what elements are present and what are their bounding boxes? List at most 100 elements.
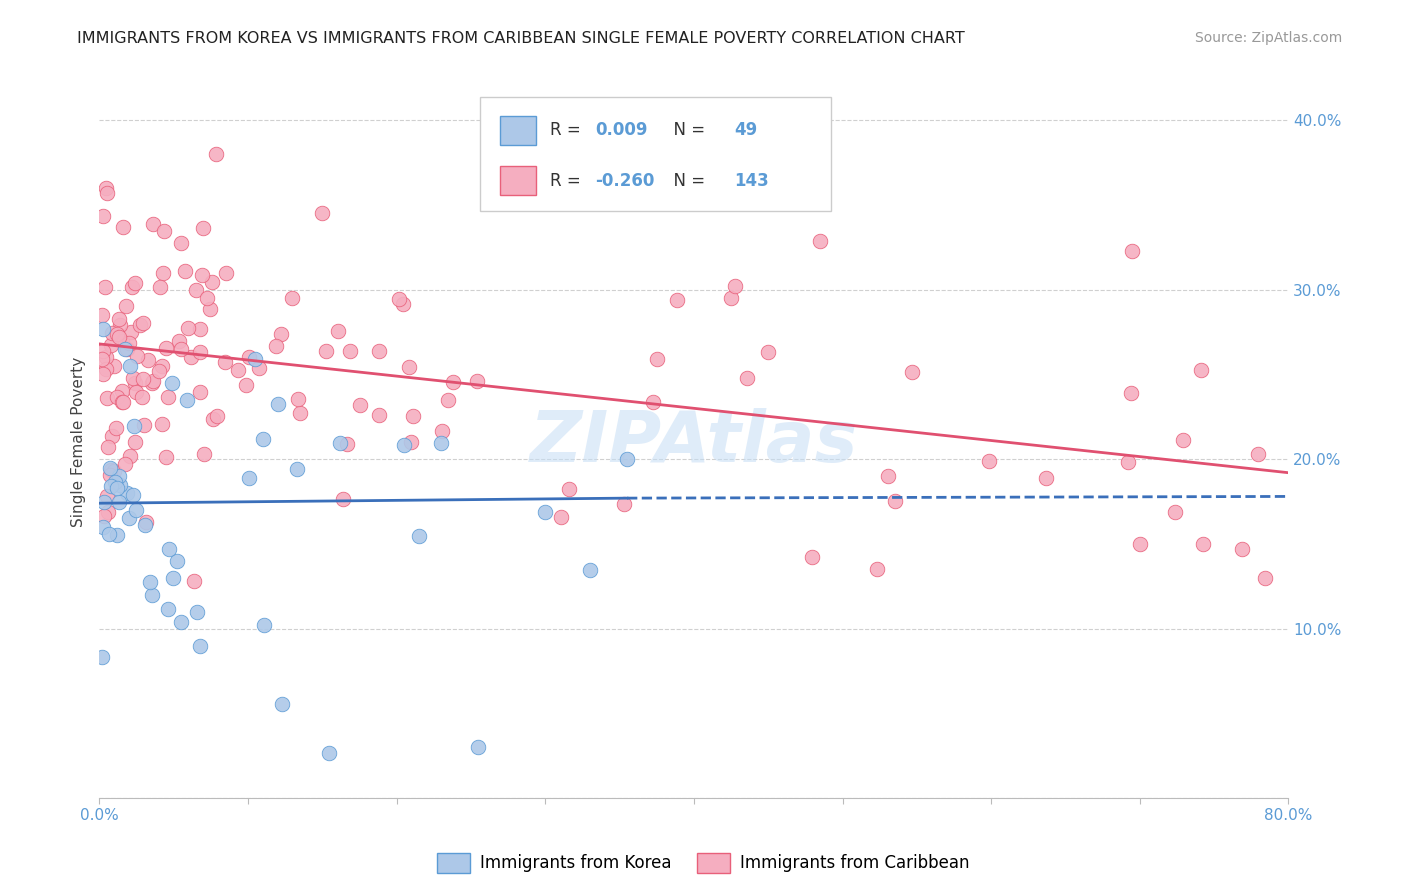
Point <box>111 334 134 348</box>
Point <box>97 526 120 541</box>
Point <box>558 483 581 497</box>
Point <box>148 364 170 378</box>
Point <box>152 224 174 238</box>
Point <box>108 318 131 332</box>
Point <box>193 220 215 235</box>
Point <box>339 343 361 358</box>
Point <box>91 343 114 358</box>
Point <box>129 318 152 333</box>
Point <box>118 359 141 373</box>
Point <box>103 475 125 489</box>
Text: 49: 49 <box>734 121 758 139</box>
Point <box>124 385 146 400</box>
Point <box>332 492 354 507</box>
Point <box>183 574 205 589</box>
Point <box>368 344 391 359</box>
Point <box>121 280 143 294</box>
Point <box>170 342 193 356</box>
Point <box>142 218 165 232</box>
Point <box>901 365 924 379</box>
Point <box>111 220 134 235</box>
Point <box>93 520 115 534</box>
Point <box>724 278 747 293</box>
Point <box>641 395 664 409</box>
Point <box>115 486 138 500</box>
Point <box>877 469 900 483</box>
Point <box>1129 537 1152 551</box>
Point <box>120 325 142 339</box>
Point <box>162 571 184 585</box>
Point <box>290 406 312 420</box>
Point <box>398 360 420 375</box>
Point <box>287 392 309 407</box>
Point <box>266 397 288 411</box>
Point <box>176 392 198 407</box>
Point <box>1116 455 1139 469</box>
Point <box>97 441 120 455</box>
Point <box>96 489 118 503</box>
Point <box>96 181 118 195</box>
Text: IMMIGRANTS FROM KOREA VS IMMIGRANTS FROM CARIBBEAN SINGLE FEMALE POVERTY CORRELA: IMMIGRANTS FROM KOREA VS IMMIGRANTS FROM… <box>77 31 965 46</box>
Point <box>252 432 274 446</box>
Point <box>152 266 174 280</box>
Point <box>247 361 270 376</box>
Point <box>1173 433 1195 447</box>
Point <box>108 477 131 491</box>
Point <box>1163 505 1185 519</box>
Point <box>105 421 128 435</box>
Point <box>467 740 489 755</box>
Point <box>94 280 117 294</box>
Point <box>96 391 118 405</box>
Point <box>195 291 218 305</box>
Point <box>176 321 198 335</box>
Point <box>214 355 236 369</box>
Bar <box>501 167 536 194</box>
Point <box>1254 571 1277 585</box>
Point <box>97 505 120 519</box>
Point <box>155 342 177 356</box>
Point <box>105 528 128 542</box>
Point <box>111 384 134 399</box>
Point <box>91 352 114 367</box>
Point <box>188 639 211 653</box>
Bar <box>501 116 536 145</box>
Text: 143: 143 <box>734 171 769 190</box>
Point <box>166 554 188 568</box>
Point <box>193 447 215 461</box>
Point <box>202 411 225 425</box>
Point <box>135 516 157 530</box>
Legend: Immigrants from Korea, Immigrants from Caribbean: Immigrants from Korea, Immigrants from C… <box>430 847 976 880</box>
Point <box>253 617 276 632</box>
Point <box>465 374 488 388</box>
Point <box>115 342 138 356</box>
Point <box>198 301 221 316</box>
Point <box>125 503 148 517</box>
Point <box>430 435 453 450</box>
Point <box>157 542 180 557</box>
Point <box>215 266 238 280</box>
Point <box>91 322 114 336</box>
Point <box>114 458 136 472</box>
Point <box>735 371 758 385</box>
Point <box>107 469 129 483</box>
Point <box>157 390 180 404</box>
Point <box>534 505 557 519</box>
Text: R =: R = <box>550 121 586 139</box>
Point <box>141 376 163 390</box>
Point <box>167 334 190 348</box>
Text: R =: R = <box>550 171 586 190</box>
Point <box>280 291 302 305</box>
Point <box>336 436 359 450</box>
Point <box>100 429 122 443</box>
Point <box>756 344 779 359</box>
Point <box>180 351 202 365</box>
Point <box>186 283 208 297</box>
Point <box>108 312 131 326</box>
Point <box>1121 244 1143 258</box>
Point <box>118 449 141 463</box>
Point <box>122 488 145 502</box>
Point <box>270 327 292 342</box>
Text: N =: N = <box>664 121 710 139</box>
Point <box>188 345 211 359</box>
Point <box>808 234 831 248</box>
